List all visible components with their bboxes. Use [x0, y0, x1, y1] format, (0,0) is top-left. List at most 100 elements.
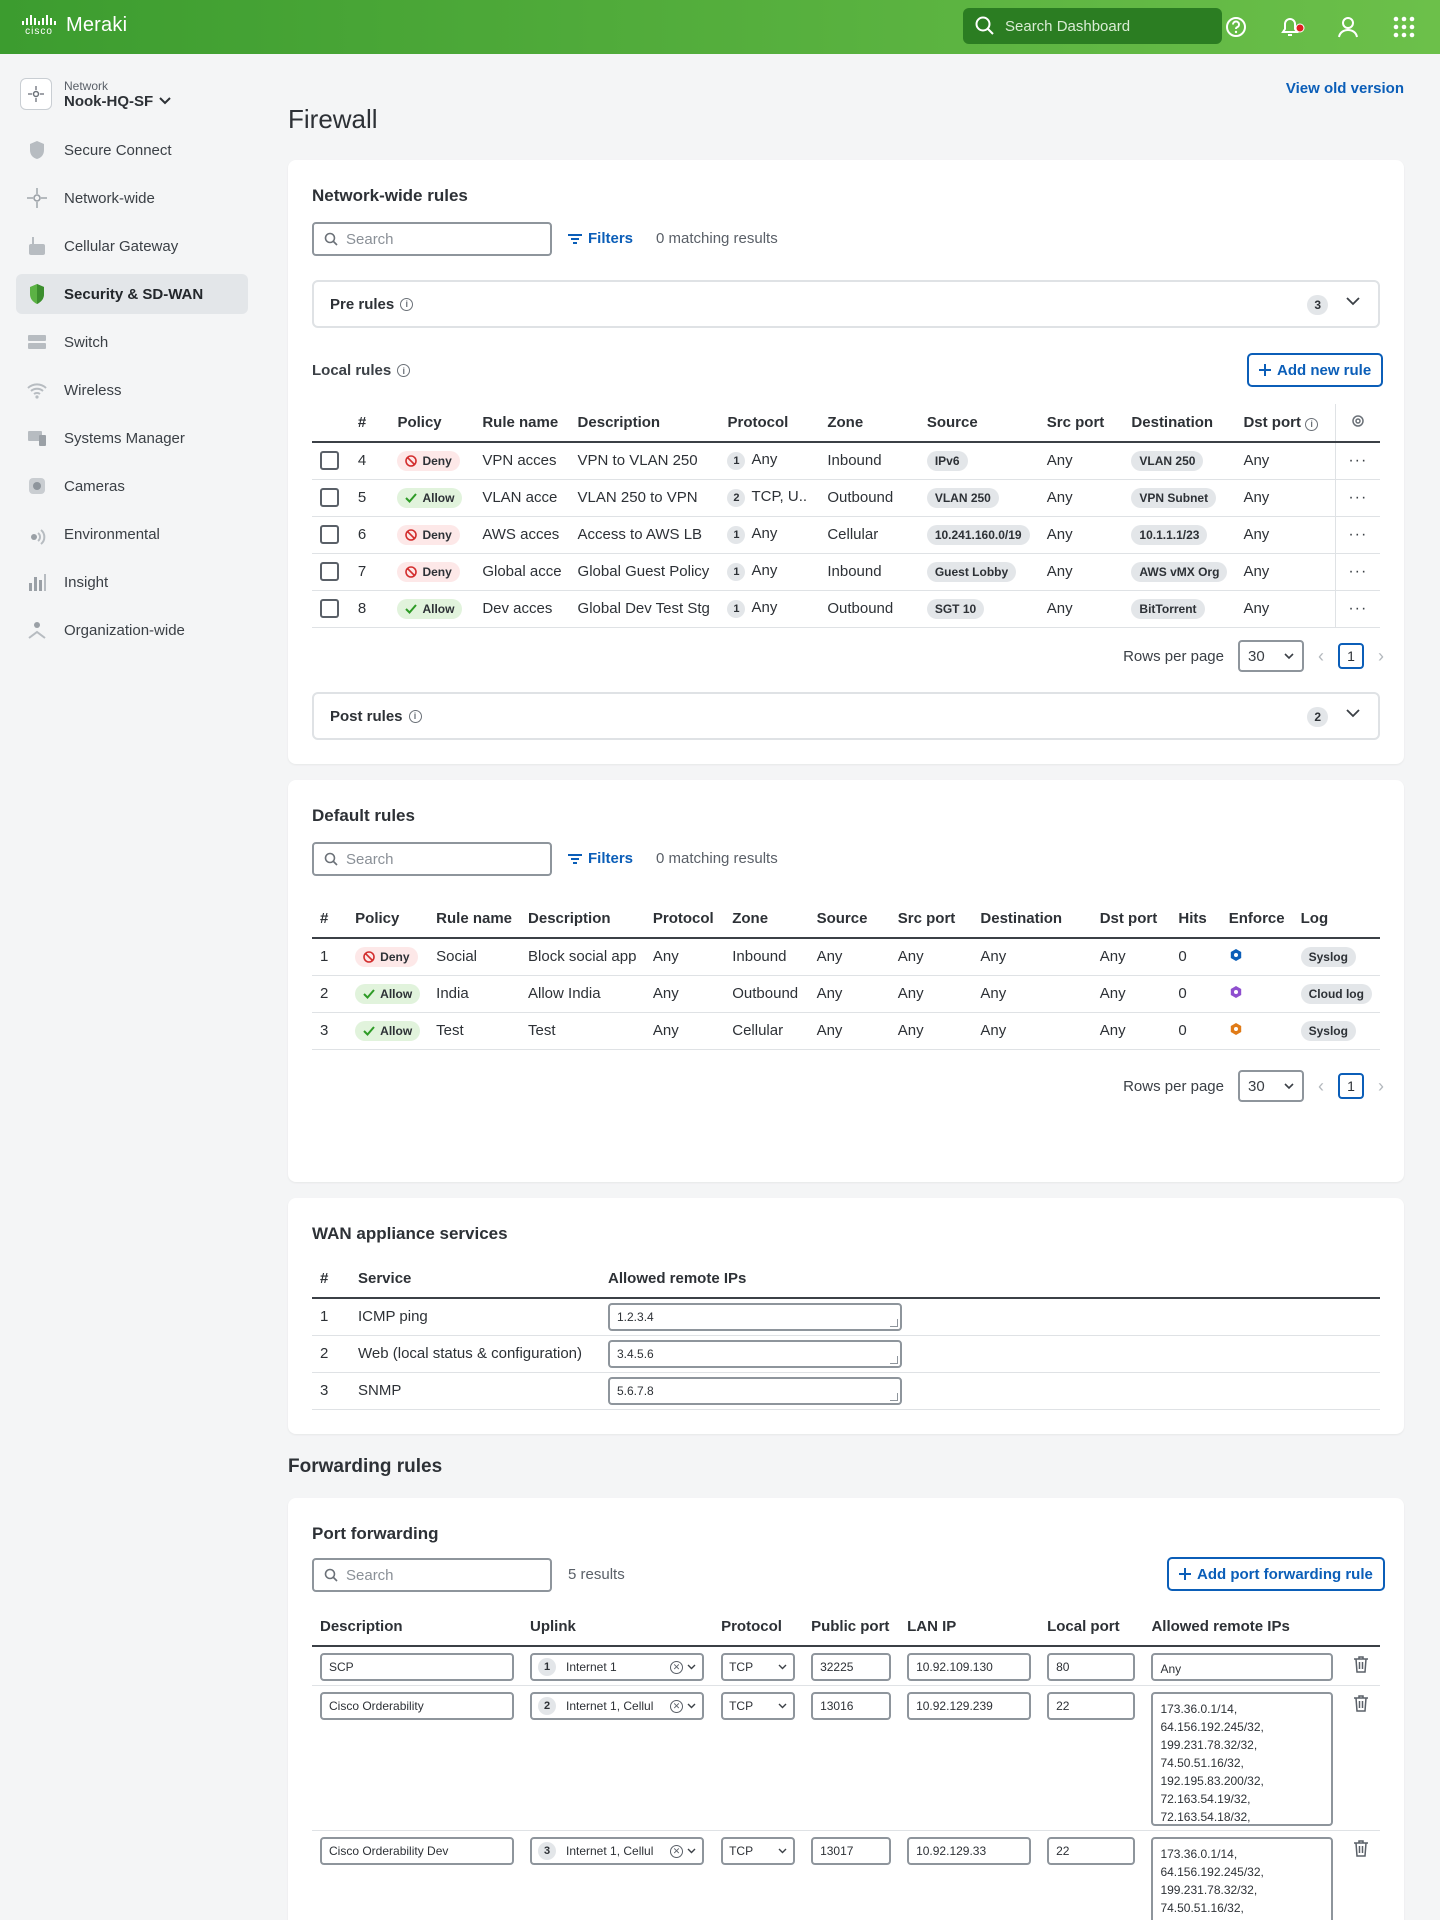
description-input[interactable]: SCP: [320, 1653, 514, 1681]
protocol-select[interactable]: TCP: [721, 1653, 796, 1681]
post-rules-accordion[interactable]: Post rules i 2: [312, 692, 1380, 740]
row-checkbox[interactable]: [320, 525, 339, 544]
port-forwarding-search-input[interactable]: Search: [312, 1558, 552, 1592]
network-wide-search-input[interactable]: Search: [312, 222, 552, 256]
allowed-ips-input[interactable]: 1.2.3.4: [608, 1302, 902, 1331]
sidebar-item-insight[interactable]: Insight: [16, 562, 248, 602]
allowed-ips-textarea[interactable]: 173.36.0.1/14, 64.156.192.245/32, 199.231.…: [1151, 1692, 1334, 1826]
rows-per-page-select[interactable]: 30: [1238, 640, 1304, 672]
local-port-input[interactable]: 22: [1047, 1692, 1136, 1720]
view-old-version-link[interactable]: View old version: [1285, 80, 1404, 97]
allowed-ip-line: 64.156.192.245/32,: [1160, 1865, 1264, 1879]
src-port: Any: [1038, 442, 1124, 480]
table-row[interactable]: 6 Deny AWS acces Access to AWS LB 1 Any Cellul…: [312, 516, 1380, 554]
row-checkbox[interactable]: [320, 562, 339, 581]
local-port-input[interactable]: 22: [1047, 1837, 1136, 1865]
policy-cell: Allow: [347, 975, 429, 1013]
trash-icon[interactable]: [1353, 1694, 1369, 1712]
table-row[interactable]: 5 Allow VLAN acce VLAN 250 to VPN 2 TCP, U.. O…: [312, 479, 1380, 517]
row-checkbox[interactable]: [320, 488, 339, 507]
prev-page-icon[interactable]: ‹: [1318, 645, 1324, 666]
sidebar-item-environmental[interactable]: Environmental: [16, 514, 248, 554]
more-actions-icon[interactable]: ···: [1348, 525, 1368, 543]
protocol-select[interactable]: TCP: [721, 1837, 796, 1865]
sidebar-item-secure-connect[interactable]: Secure Connect: [16, 130, 248, 170]
uplink-select[interactable]: 1 Internet 1 ✕: [530, 1653, 704, 1681]
table-row[interactable]: 4 Deny VPN acces VPN to VLAN 250 1 Any Inbound…: [312, 442, 1380, 480]
filters-button[interactable]: Filters: [568, 850, 633, 867]
user-profile-icon[interactable]: [1334, 13, 1362, 41]
allowed-ips-textarea[interactable]: Any: [1151, 1653, 1334, 1681]
allowed-ips-textarea[interactable]: 173.36.0.1/14, 64.156.192.245/32, 199.231.…: [1151, 1837, 1334, 1920]
filters-button[interactable]: Filters: [568, 230, 633, 247]
dashboard-search[interactable]: Search Dashboard: [963, 8, 1222, 44]
more-actions-icon[interactable]: ···: [1348, 451, 1368, 469]
add-new-rule-button[interactable]: Add new rule: [1247, 353, 1384, 387]
uplink-select[interactable]: 3 Internet 1, Cellul ✕: [530, 1837, 704, 1865]
resize-handle-icon[interactable]: [890, 1355, 898, 1364]
page-number[interactable]: 1: [1338, 643, 1364, 669]
uplink-value: Internet 1: [566, 1660, 617, 1674]
table-row[interactable]: 1 Deny Social Block social app Any Inbound Any…: [312, 938, 1380, 976]
apps-grid-icon[interactable]: [1390, 13, 1418, 41]
trash-icon[interactable]: [1353, 1839, 1369, 1857]
uplink-select[interactable]: 2 Internet 1, Cellul ✕: [530, 1692, 704, 1720]
next-page-icon[interactable]: ›: [1378, 1075, 1384, 1096]
pre-rules-accordion[interactable]: Pre rules i 3: [312, 280, 1380, 328]
notifications-bell-icon[interactable]: [1278, 13, 1306, 41]
brand-logo[interactable]: cisco Meraki: [22, 14, 127, 37]
clear-icon[interactable]: ✕: [670, 1660, 683, 1674]
info-icon[interactable]: i: [1305, 417, 1319, 431]
row-checkbox[interactable]: [320, 451, 339, 471]
public-port-input[interactable]: 13016: [811, 1692, 892, 1720]
sidebar-item-systems-manager[interactable]: Systems Manager: [16, 418, 248, 458]
protocol-select[interactable]: TCP: [721, 1692, 796, 1720]
clear-icon[interactable]: ✕: [670, 1699, 683, 1713]
sidebar-item-switch[interactable]: Switch: [16, 322, 248, 362]
table-row[interactable]: 3 Allow Test Test Any Cellular Any Any Any Any 0 Sy…: [312, 1012, 1380, 1050]
description-input[interactable]: Cisco Orderability: [320, 1692, 514, 1720]
info-icon[interactable]: i: [397, 364, 411, 377]
sidebar-item-security-sd-wan[interactable]: Security & SD-WAN: [16, 274, 248, 314]
row-checkbox[interactable]: [320, 599, 339, 618]
help-icon[interactable]: [1222, 13, 1250, 41]
public-port-input[interactable]: 32225: [811, 1653, 892, 1681]
network-selector[interactable]: Network Nook-HQ-SF: [20, 78, 171, 110]
sidebar-item-wireless[interactable]: Wireless: [16, 370, 248, 410]
lan-ip-input[interactable]: 10.92.109.130: [907, 1653, 1032, 1681]
destination-cell: BitTorrent: [1123, 590, 1236, 628]
trash-icon[interactable]: [1353, 1655, 1369, 1673]
table-row[interactable]: 7 Deny Global acce Global Guest Policy 1 Any I…: [312, 553, 1380, 591]
clear-icon[interactable]: ✕: [670, 1844, 683, 1858]
sidebar-item-network-wide[interactable]: Network-wide: [16, 178, 248, 218]
sidebar-item-cameras[interactable]: Cameras: [16, 466, 248, 506]
description-input[interactable]: Cisco Orderability Dev: [320, 1837, 514, 1865]
sidebar-item-cellular-gateway[interactable]: Cellular Gateway: [16, 226, 248, 266]
resize-handle-icon[interactable]: [890, 1392, 898, 1401]
info-icon[interactable]: i: [408, 709, 422, 723]
add-port-forwarding-rule-button[interactable]: Add port forwarding rule: [1167, 1557, 1385, 1591]
local-port-input[interactable]: 80: [1047, 1653, 1136, 1681]
allowed-ips-input[interactable]: 3.4.5.6: [608, 1339, 902, 1368]
more-actions-icon[interactable]: ···: [1348, 562, 1368, 580]
column-settings-gear-icon[interactable]: [1334, 404, 1380, 443]
info-icon[interactable]: i: [400, 297, 414, 311]
allowed-ips-input[interactable]: 5.6.7.8: [608, 1376, 902, 1405]
more-actions-icon[interactable]: ···: [1348, 599, 1368, 617]
rows-per-page-select[interactable]: 30: [1238, 1070, 1304, 1102]
table-row[interactable]: 2 Allow India Allow India Any Outbound Any Any A…: [312, 975, 1380, 1013]
more-actions-icon[interactable]: ···: [1348, 488, 1368, 506]
row-actions-cell: ···: [1334, 442, 1380, 480]
lan-ip-input[interactable]: 10.92.129.33: [907, 1837, 1032, 1865]
public-port-input[interactable]: 13017: [811, 1837, 892, 1865]
page-number[interactable]: 1: [1338, 1073, 1364, 1099]
prev-page-icon[interactable]: ‹: [1318, 1075, 1324, 1096]
col-dst-port: Dst port i: [1235, 404, 1336, 443]
next-page-icon[interactable]: ›: [1378, 645, 1384, 666]
default-rules-search-input[interactable]: Search: [312, 842, 552, 876]
lan-ip-input[interactable]: 10.92.129.239: [907, 1692, 1032, 1720]
allowed-ips-value: 5.6.7.8: [617, 1383, 654, 1398]
resize-handle-icon[interactable]: [890, 1318, 898, 1327]
table-row[interactable]: 8 Allow Dev acces Global Dev Test Stg 1 Any Ou…: [312, 590, 1380, 628]
sidebar-item-organization-wide[interactable]: Organization-wide: [16, 610, 248, 650]
